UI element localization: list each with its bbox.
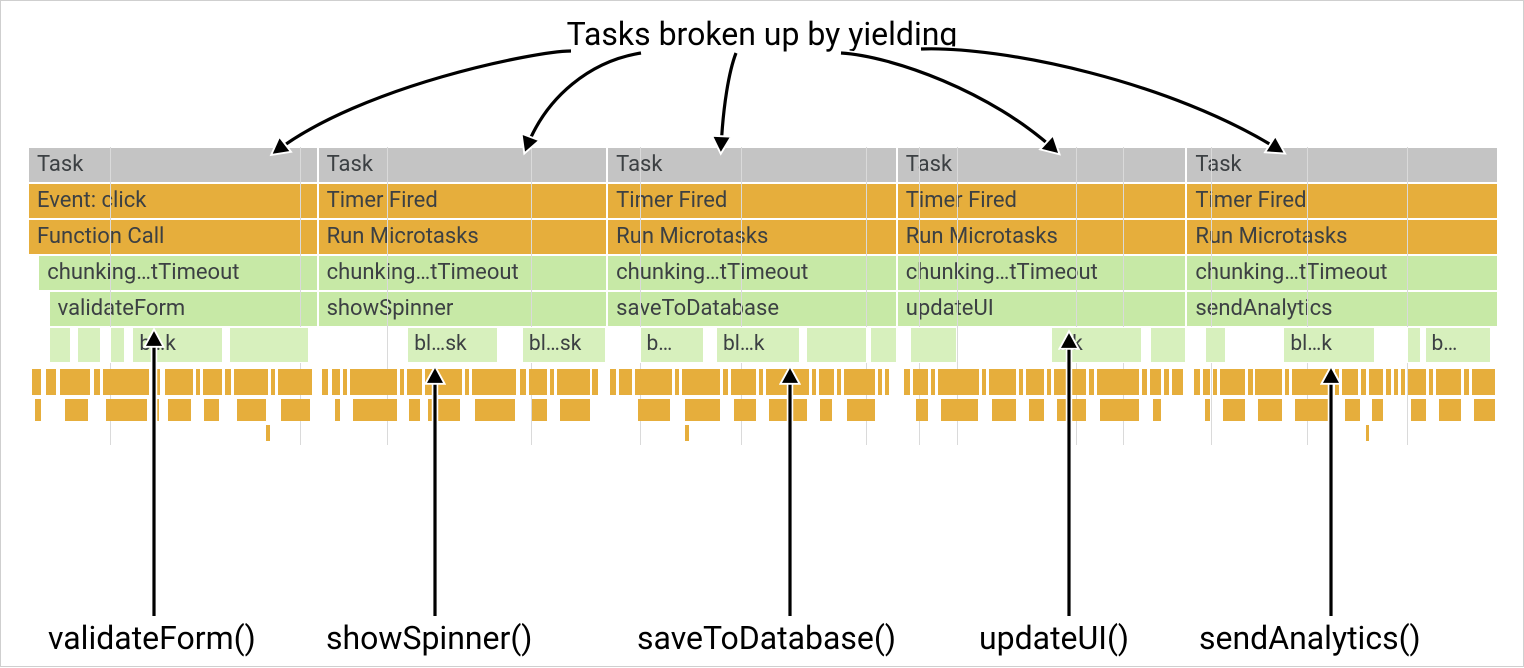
- flame-row: [28, 399, 1498, 421]
- subcall-cell: [870, 327, 896, 363]
- subcall-cell: b…: [640, 327, 705, 363]
- chunk-cell: chunking…tTimeout: [1186, 255, 1498, 291]
- subcall-cell: bl…sk: [407, 327, 498, 363]
- task-cell: Task: [28, 147, 318, 183]
- task-cell: Task: [607, 147, 897, 183]
- chunk-cell: chunking…tTimeout: [318, 255, 608, 291]
- script-cell: Run Microtasks: [318, 219, 608, 255]
- subcall-cell: b…k: [132, 327, 223, 363]
- flame-chart: TaskTaskTaskTaskTaskEvent: clickTimer Fi…: [28, 147, 1498, 445]
- flame-row: [28, 425, 1498, 441]
- task-cell: Task: [897, 147, 1187, 183]
- event-cell: Timer Fired: [1186, 183, 1498, 219]
- subcall-cell: b…: [1425, 327, 1491, 363]
- subcall-cell: [806, 327, 868, 363]
- subcall-cell: [1150, 327, 1187, 363]
- fn-label: saveToDatabase(): [637, 619, 896, 657]
- fn-cell: updateUI: [897, 291, 1187, 327]
- diagram-title: Tasks broken up by yielding: [1, 15, 1523, 53]
- subcall-cell: bl…k: [1283, 327, 1374, 363]
- event-cell: Timer Fired: [607, 183, 897, 219]
- chunk-cell: chunking…tTimeout: [897, 255, 1187, 291]
- subcall-cell: [229, 327, 308, 363]
- fn-cell: validateForm: [49, 291, 318, 327]
- fn-label: sendAnalytics(): [1199, 619, 1421, 657]
- subcall-cell: [1205, 327, 1226, 363]
- fn-label: updateUI(): [979, 619, 1129, 657]
- script-cell: Function Call: [28, 219, 318, 255]
- chunk-cell: chunking…tTimeout: [607, 255, 897, 291]
- diagram-wrapper: Tasks broken up by yielding TaskTaskTask…: [0, 0, 1524, 667]
- task-cell: Task: [318, 147, 608, 183]
- script-cell: Run Microtasks: [1186, 219, 1498, 255]
- event-cell: Timer Fired: [897, 183, 1187, 219]
- script-cell: Run Microtasks: [607, 219, 897, 255]
- subcall-cell: …k: [1051, 327, 1142, 363]
- subcall-cell: bl…sk: [522, 327, 606, 363]
- subcall-cell: [910, 327, 957, 363]
- task-cell: Task: [1186, 147, 1498, 183]
- subcall-cell: [1407, 327, 1421, 363]
- event-cell: Event: click: [28, 183, 318, 219]
- fn-label: showSpinner(): [326, 619, 532, 657]
- fn-label: validateForm(): [48, 619, 256, 657]
- script-cell: Run Microtasks: [897, 219, 1187, 255]
- fn-cell: showSpinner: [318, 291, 608, 327]
- subcall-cell: bl…k: [716, 327, 800, 363]
- event-cell: Timer Fired: [318, 183, 608, 219]
- chunk-cell: chunking…tTimeout: [38, 255, 317, 291]
- subcall-row: b…k bl…sk bl…sk b… bl…k …k bl…k b…: [28, 327, 1498, 363]
- flame-row: [28, 369, 1498, 395]
- fn-cell: saveToDatabase: [607, 291, 897, 327]
- subcall-cell: [49, 327, 71, 363]
- subcall-cell: [110, 327, 125, 363]
- subcall-cell: [77, 327, 102, 363]
- fn-cell: sendAnalytics: [1186, 291, 1498, 327]
